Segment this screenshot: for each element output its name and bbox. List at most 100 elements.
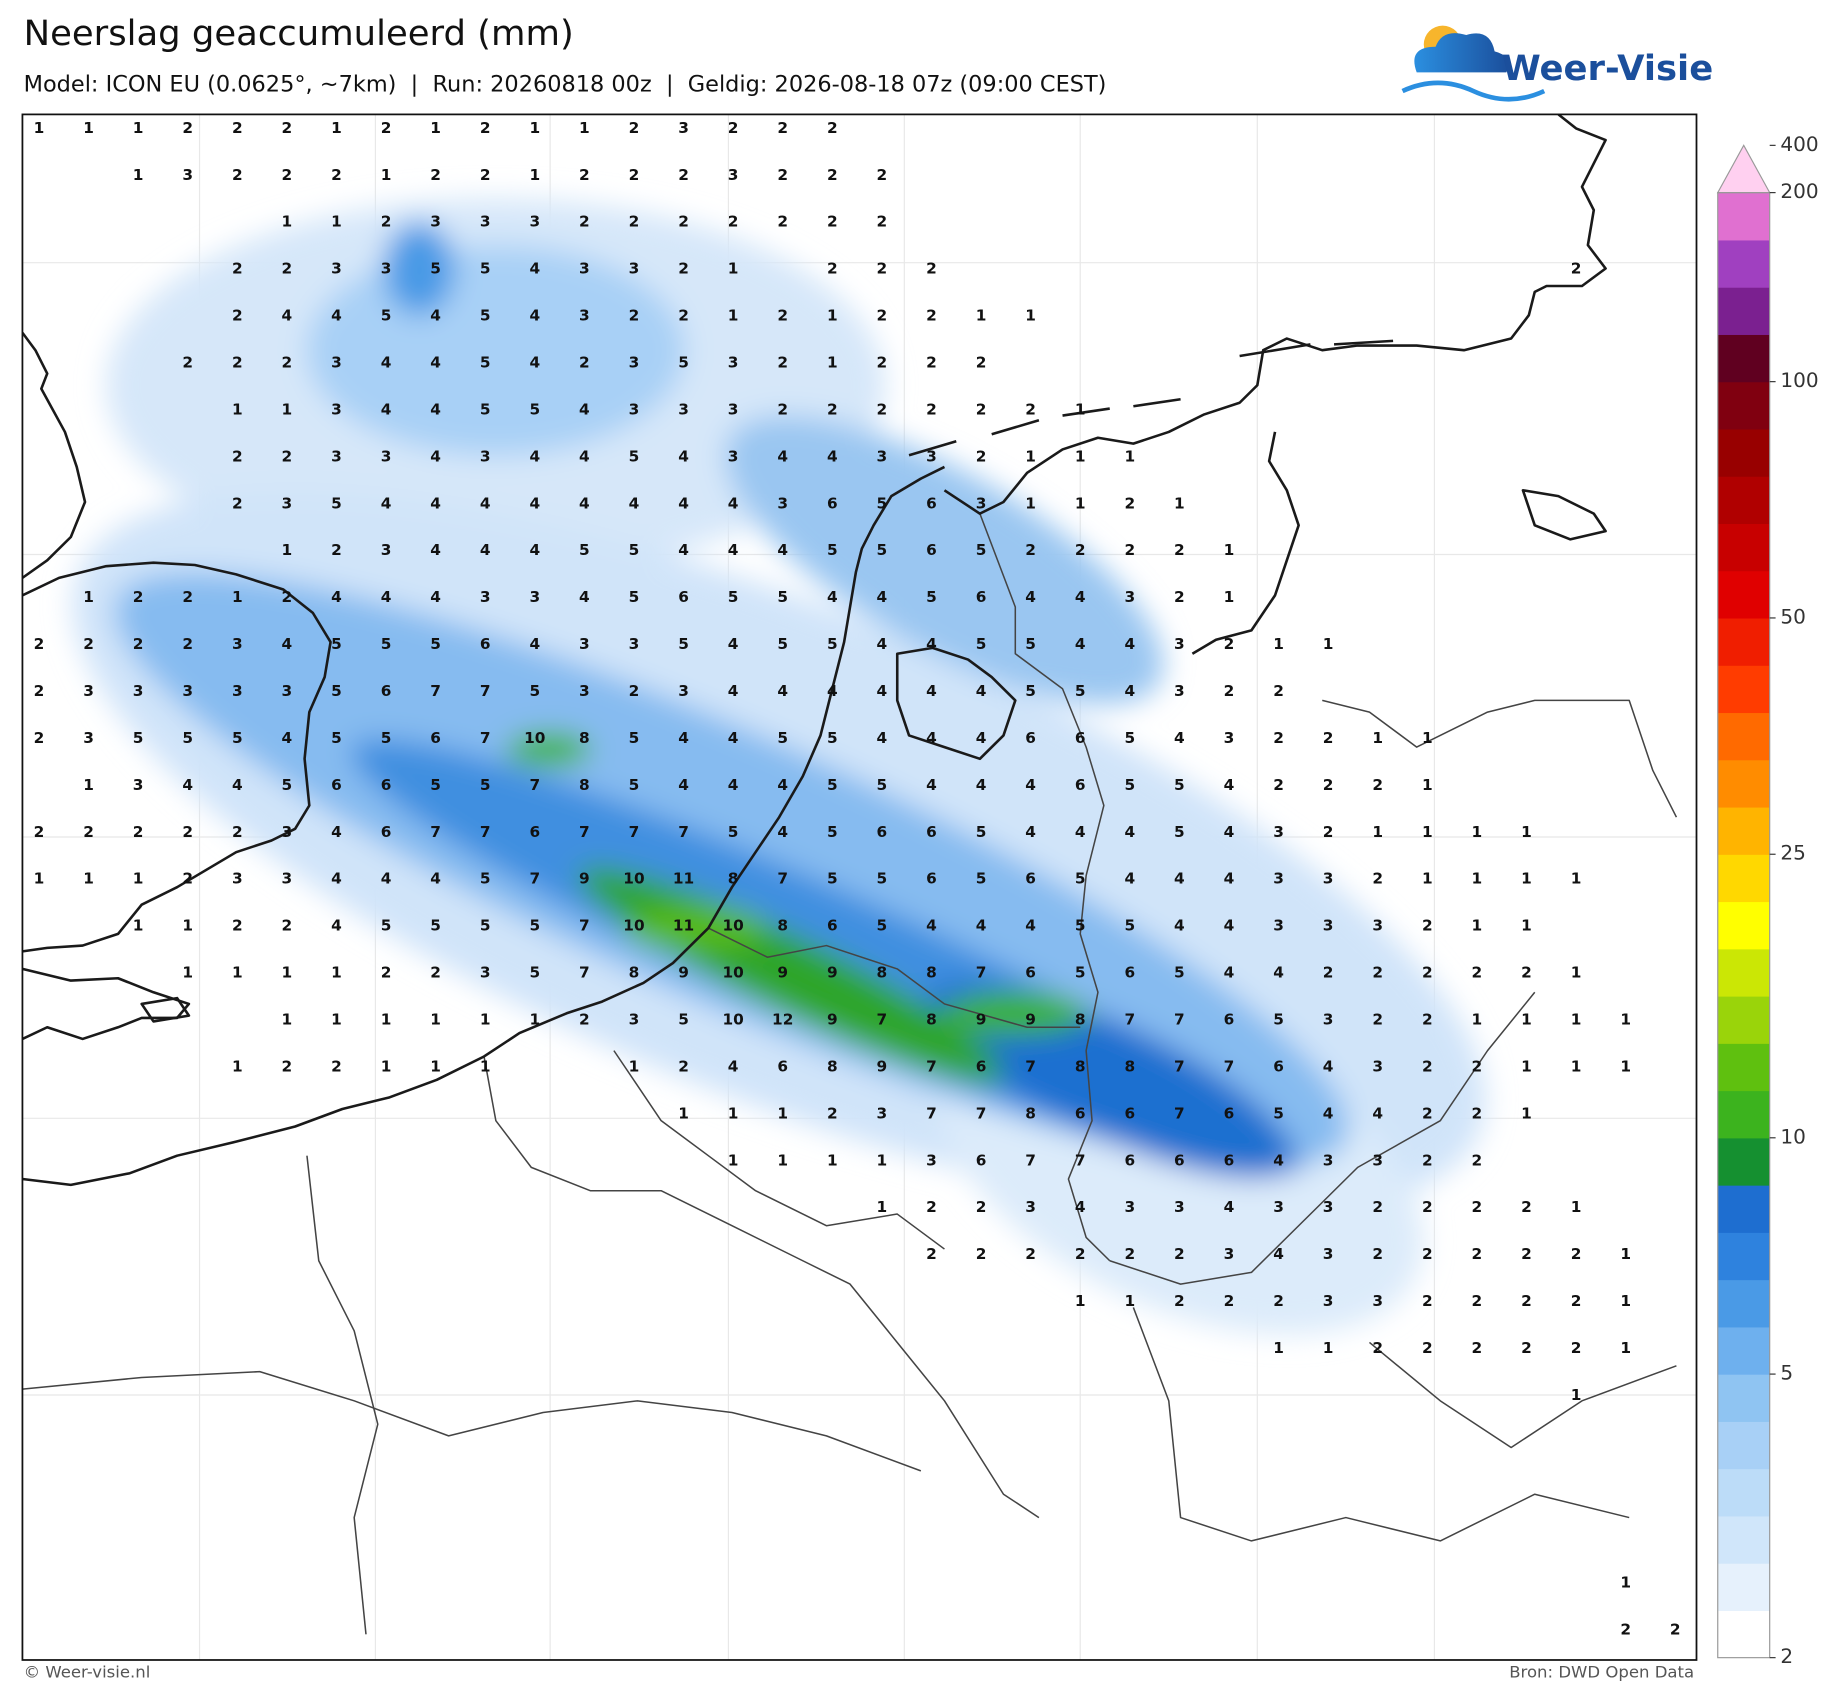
subtitle: Model: ICON EU (0.0625°, ~7km) | Run: 20… [24, 72, 1107, 98]
grid-value: 1 [1571, 1011, 1582, 1029]
grid-value: 2 [1422, 1245, 1433, 1263]
grid-value: 2 [1124, 494, 1135, 512]
grid-value: 9 [579, 870, 590, 888]
grid-value: 2 [232, 166, 243, 184]
grid-value: 7 [480, 823, 491, 841]
grid-value: 3 [629, 635, 640, 653]
grid-value: 6 [1075, 776, 1086, 794]
grid-value: 5 [827, 870, 838, 888]
grid-value: 7 [976, 964, 987, 982]
grid-value: 2 [629, 682, 640, 700]
grid-value: 1 [1422, 823, 1433, 841]
grid-value: 3 [1174, 635, 1185, 653]
grid-value: 2 [282, 447, 293, 465]
grid-value: 2 [83, 823, 94, 841]
grid-value: 4 [1124, 682, 1135, 700]
grid-value: 2 [1472, 1292, 1483, 1310]
grid-value: 3 [728, 447, 739, 465]
grid-value: 6 [877, 823, 888, 841]
grid-value: 2 [282, 119, 293, 137]
grid-value: 2 [629, 166, 640, 184]
grid-value: 1 [133, 119, 144, 137]
coastline [1191, 431, 1300, 655]
grid-value: 2 [1620, 1621, 1631, 1639]
border [1132, 1307, 1630, 1542]
grid-value: 9 [678, 964, 689, 982]
grid-value: 2 [976, 1245, 987, 1263]
grid-value: 3 [529, 588, 540, 606]
grid-value: 2 [1422, 1011, 1433, 1029]
value-grid: 1 1 1 2 2 2 1 2 1 2 1 1 2 3 2 2 2 1 3 2 2 2 1 2 2 1 2 2 2 3 2 2 2 1 1 2 3 3 3 2… [34, 119, 1681, 1639]
logo-wave [1401, 80, 1546, 102]
grid-value: 1 [1075, 494, 1086, 512]
grid-value: 4 [678, 494, 689, 512]
grid-value: 5 [381, 729, 392, 747]
grid-value: 4 [1224, 964, 1235, 982]
grid-value: 1 [1521, 917, 1532, 935]
grid-value: 5 [1124, 729, 1135, 747]
precip-area [725, 416, 1164, 705]
grid-value: 1 [1521, 1058, 1532, 1076]
grid-value: 4 [331, 917, 342, 935]
grid-value: 3 [579, 260, 590, 278]
wadden-islands [908, 339, 1394, 457]
grid-value: 4 [1224, 917, 1235, 935]
grid-value: 8 [728, 870, 739, 888]
grid-value: 3 [232, 682, 243, 700]
grid-value: 3 [777, 494, 788, 512]
grid-value: 2 [827, 1104, 838, 1122]
grid-value: 2 [1273, 1292, 1284, 1310]
grid-value: 3 [480, 213, 491, 231]
grid-value: 5 [1075, 917, 1086, 935]
grid-value: 3 [529, 213, 540, 231]
grid-value: 1 [1521, 823, 1532, 841]
colorbar-band [1717, 854, 1770, 903]
grid-value: 4 [1224, 776, 1235, 794]
grid-value: 5 [777, 729, 788, 747]
grid-value: 5 [629, 541, 640, 559]
grid-value: 5 [877, 870, 888, 888]
colorbar-band [1717, 1279, 1770, 1328]
grid-value: 2 [282, 588, 293, 606]
grid-value: 5 [331, 494, 342, 512]
grid-value: 8 [877, 964, 888, 982]
grid-value: 1 [1273, 1339, 1284, 1357]
colorbar-band [1717, 1326, 1770, 1375]
grid-value: 5 [1075, 682, 1086, 700]
grid-value: 4 [1273, 964, 1284, 982]
grid-value: 4 [1224, 823, 1235, 841]
grid-value: 1 [480, 1058, 491, 1076]
border [1322, 699, 1678, 818]
colorbar-band [1717, 1185, 1770, 1233]
grid-value: 7 [678, 823, 689, 841]
grid-value: 4 [678, 447, 689, 465]
border [1109, 991, 1536, 1285]
colorbar-band [1717, 1232, 1770, 1281]
grid-value: 2 [430, 166, 441, 184]
grid-value: 2 [232, 917, 243, 935]
grid-value: 2 [1124, 1245, 1135, 1263]
grid-value: 1 [1571, 1198, 1582, 1216]
grid-value: 2 [1224, 635, 1235, 653]
grid-value: 6 [1124, 964, 1135, 982]
grid-value: 4 [1372, 1104, 1383, 1122]
grid-value: 1 [232, 964, 243, 982]
grid-value: 5 [1025, 682, 1036, 700]
grid-value: 2 [1174, 588, 1185, 606]
grid-value: 1 [728, 1151, 739, 1169]
grid-value: 4 [1174, 870, 1185, 888]
grid-value: 3 [1323, 870, 1334, 888]
grid-value: 2 [282, 1058, 293, 1076]
grid-value: 1 [430, 1011, 441, 1029]
grid-value: 2 [133, 635, 144, 653]
grid-value: 1 [877, 1151, 888, 1169]
grid-value: 4 [1075, 1198, 1086, 1216]
grid-value: 2 [976, 401, 987, 419]
grid-value: 2 [728, 213, 739, 231]
grid-value: 4 [331, 588, 342, 606]
grid-value: 3 [629, 260, 640, 278]
grid-value: 8 [1025, 1104, 1036, 1122]
grid-value: 1 [430, 119, 441, 137]
grid-value: 4 [1075, 588, 1086, 606]
grid-value: 1 [629, 1058, 640, 1076]
